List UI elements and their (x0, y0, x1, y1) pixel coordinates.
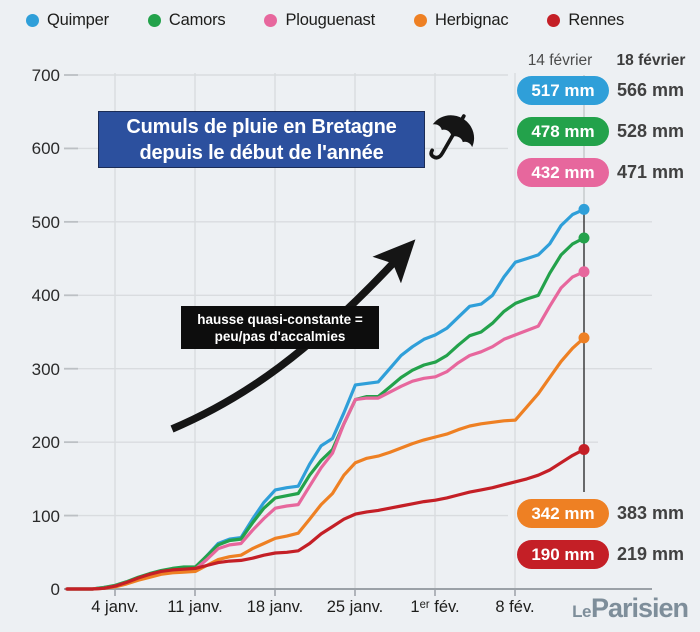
value-18fev-herbignac: 383 mm (617, 503, 685, 523)
legend-dot-icon (264, 14, 278, 27)
y-tick-label: 500 (31, 212, 60, 232)
badge-14fev-camors: 478 mm (517, 117, 609, 146)
column-header-18-fevrier: 18 février (616, 52, 686, 69)
y-tick-label: 200 (31, 433, 60, 453)
series-line-herbignac (65, 336, 586, 591)
legend-dot-icon (147, 14, 161, 27)
series-endpoint-camors (578, 232, 590, 244)
value-18fev-camors: 528 mm (617, 121, 685, 141)
trend-arrow (170, 239, 416, 433)
value-18fev-quimper: 566 mm (617, 80, 685, 100)
x-tick-label: 18 janv. (246, 598, 304, 616)
y-tick-label: 700 (31, 65, 60, 85)
y-tick-label: 100 (31, 506, 60, 526)
badge-14fev-plouguenast: 432 mm (517, 158, 609, 187)
badge-14fev-quimper: 517 mm (517, 76, 609, 105)
legend-item-herbignac: Herbignac (413, 11, 509, 30)
badge-14fev-herbignac: 342 mm (517, 499, 609, 528)
value-18fev-rennes: 219 mm (617, 544, 685, 564)
legend-item-camors: Camors (147, 11, 226, 30)
chart-title-line1: Cumuls de pluie en Bretagne (126, 115, 397, 138)
annotation-line1: hausse quasi-constante = (197, 311, 363, 327)
x-tick-label: 1ᵉʳ fév. (410, 598, 460, 616)
legend-dot-icon (413, 14, 427, 27)
legend-dot-icon (26, 14, 39, 27)
x-tick-label: 11 janv. (167, 598, 223, 616)
legend: Quimper Camors Plouguenast Herbignac Rennes (26, 11, 624, 30)
logo-le: Le (572, 602, 591, 621)
legend-label: Plouguenast (285, 11, 375, 29)
le-parisien-logo: LeParisien (572, 593, 689, 624)
annotation-line2: peu/pas d'accalmies (214, 328, 346, 344)
y-tick-label: 0 (50, 580, 60, 599)
series-line-rennes (65, 447, 586, 591)
x-tick-label: 4 janv. (91, 598, 139, 616)
badge-14fev-rennes: 190 mm (517, 540, 609, 569)
column-header-14-fevrier: 14 février (527, 52, 593, 69)
y-tick-label: 300 (31, 359, 60, 379)
chart-title: Cumuls de pluie en Bretagne depuis le dé… (98, 111, 425, 168)
legend-item-plouguenast: Plouguenast (264, 11, 375, 30)
legend-label: Camors (168, 11, 226, 29)
series-endpoint-quimper (578, 203, 590, 215)
y-tick-label: 400 (31, 286, 60, 306)
legend-item-rennes: Rennes (547, 11, 624, 30)
legend-item-quimper: Quimper (26, 11, 109, 30)
series-endpoint-rennes (578, 443, 590, 455)
series-endpoint-herbignac (578, 332, 590, 344)
annotation-callout: hausse quasi-constante = peu/pas d'accal… (181, 306, 379, 349)
x-tick-label: 25 janv. (326, 598, 384, 616)
legend-dot-icon (547, 14, 561, 27)
series-endpoint-plouguenast (578, 266, 590, 278)
legend-label: Quimper (47, 11, 109, 29)
legend-label: Rennes (568, 11, 625, 29)
legend-label: Herbignac (434, 11, 509, 29)
series-line-camors (65, 236, 586, 591)
y-tick-label: 600 (31, 139, 60, 159)
value-18fev-plouguenast: 471 mm (617, 162, 685, 182)
logo-parisien: Parisien (590, 593, 689, 623)
umbrella-icon (429, 114, 475, 160)
chart-title-line2: depuis le début de l'année (139, 141, 384, 164)
x-tick-label: 8 fév. (495, 598, 535, 616)
